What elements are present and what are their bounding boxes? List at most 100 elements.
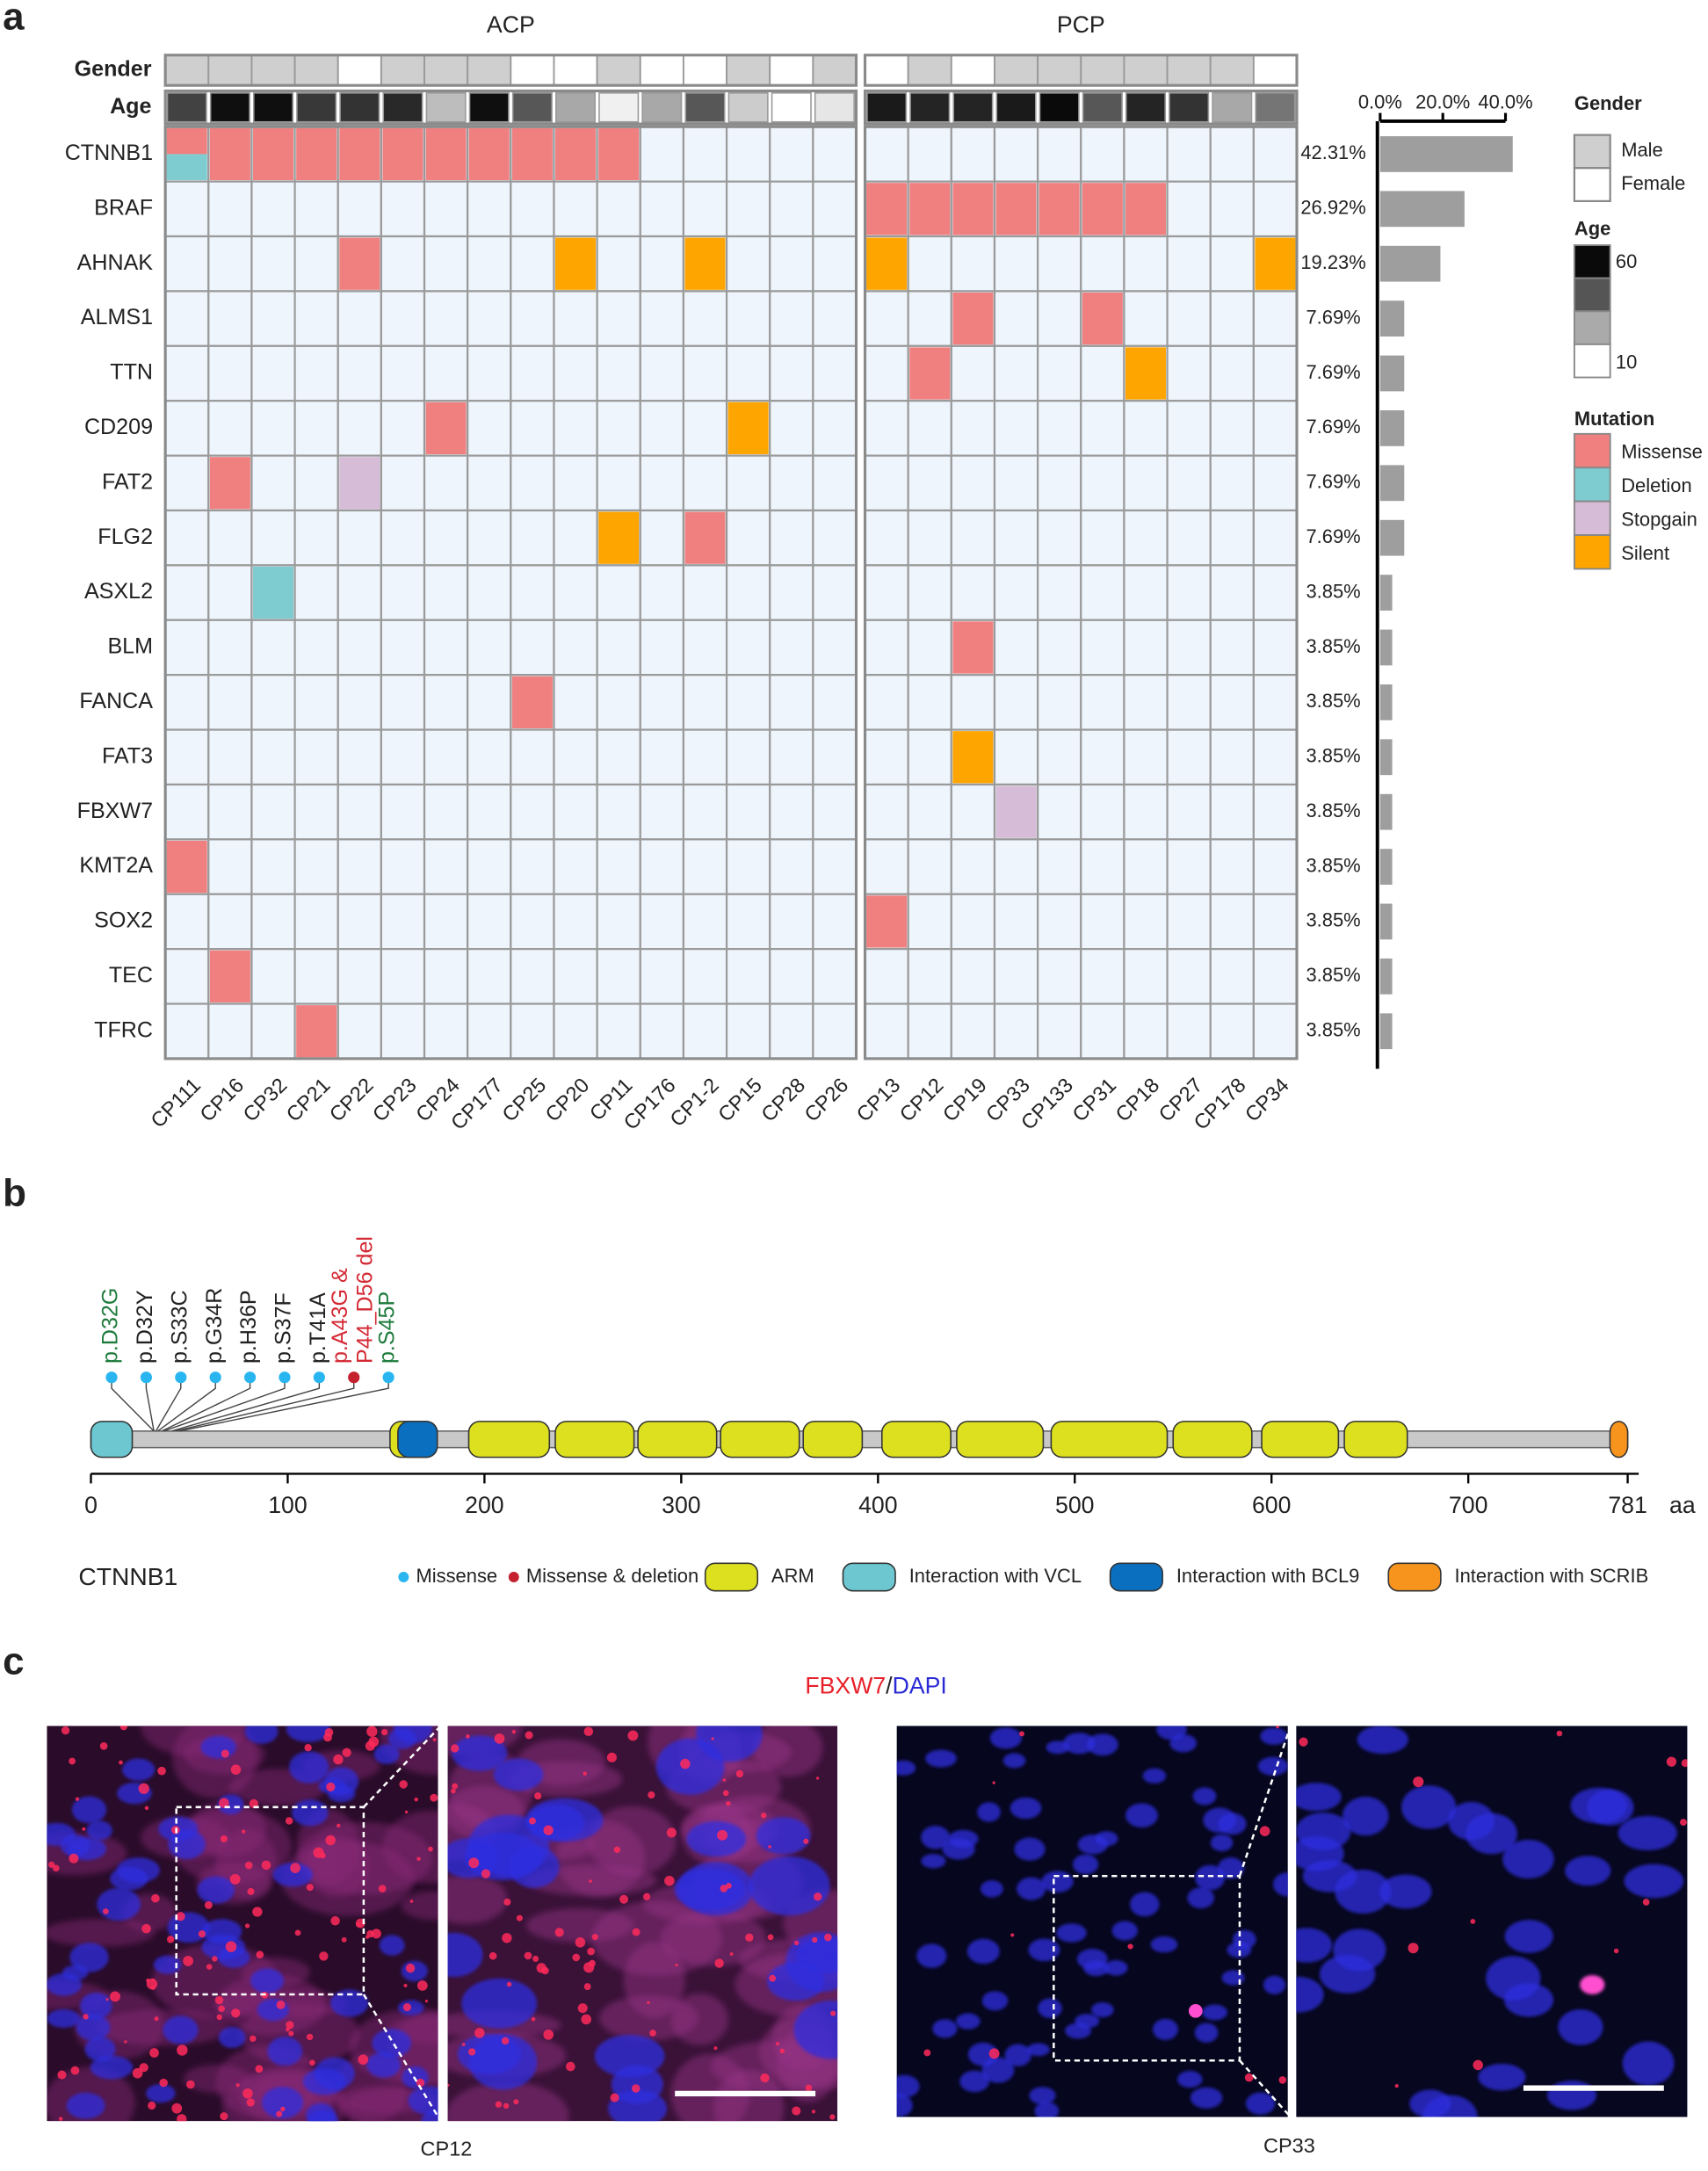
empty-cell (682, 180, 728, 238)
sample-label: CP15 (713, 1074, 766, 1126)
domain (397, 1421, 438, 1458)
panel-label: c (3, 1639, 24, 1683)
empty-cell (293, 290, 339, 347)
signal-dot (110, 1991, 120, 2002)
lollipop-dot (140, 1371, 152, 1384)
empty-cell (1166, 783, 1212, 841)
empty-cell (250, 619, 296, 677)
value-label: 3.85% (1306, 690, 1360, 712)
signal-dot (256, 1950, 264, 1959)
signal-dot (261, 1860, 271, 1871)
nucleus (1028, 1938, 1060, 1962)
mutation-cell (296, 127, 337, 181)
signal-dot (416, 1856, 421, 1862)
empty-cell (769, 783, 814, 841)
signal-dot (166, 1936, 175, 1943)
mutation-cell (866, 237, 908, 290)
empty-cell (467, 728, 512, 786)
empty-cell (467, 400, 512, 457)
signal-dot (1278, 2076, 1287, 2084)
nucleus (1202, 2004, 1228, 2021)
empty-cell (725, 1002, 771, 1060)
empty-cell (769, 948, 814, 1005)
empty-cell (380, 344, 426, 402)
signal-dot (432, 1738, 437, 1742)
empty-cell (423, 509, 469, 567)
empty-cell (1123, 509, 1169, 567)
sample-label: CP111 (146, 1074, 205, 1133)
signal-dot (53, 1864, 60, 1872)
empty-cell (596, 180, 641, 238)
gene-label: SOX2 (94, 908, 153, 933)
empty-cell (812, 290, 858, 347)
mutation-cell (1125, 347, 1167, 400)
legend-label: Missense & deletion (526, 1565, 698, 1587)
gender-cell (812, 54, 858, 87)
empty-cell (380, 948, 426, 1005)
mutation-label: p.A43G & (328, 1268, 352, 1364)
age-cell (1212, 92, 1253, 123)
nucleus (1046, 1740, 1069, 1755)
signal-dot (304, 1744, 312, 1752)
signal-dot (792, 2106, 801, 2116)
nucleus (1192, 1787, 1217, 1806)
empty-cell (812, 126, 858, 183)
group-border (863, 125, 1299, 1060)
bar (1379, 465, 1405, 502)
gender-cell (639, 54, 684, 87)
signal-dot (811, 2109, 816, 2114)
nucleus (674, 1868, 746, 1911)
nucleus (47, 2008, 81, 2028)
signal-dot (171, 2102, 183, 2114)
sample-label: CP26 (800, 1074, 852, 1126)
empty-cell (1209, 180, 1255, 238)
empty-cell (553, 180, 598, 238)
sample-label: CP19 (938, 1074, 991, 1126)
empty-cell (250, 893, 296, 951)
axis-unit: aa (1669, 1492, 1696, 1518)
caption: CP33 (1263, 2134, 1315, 2157)
empty-cell (164, 400, 210, 457)
signal-dot (403, 1983, 408, 1988)
empty-cell (293, 893, 339, 951)
age-cell (339, 92, 380, 123)
legend-label: Silent (1621, 542, 1669, 564)
signal-dot (760, 2073, 770, 2083)
empty-cell (639, 674, 685, 731)
empty-cell (1037, 948, 1082, 1005)
signal-dot (309, 2059, 315, 2066)
signal-dot (1299, 1737, 1308, 1747)
signal-dot (358, 2054, 369, 2065)
nucleus (461, 1978, 538, 2029)
empty-cell (207, 564, 253, 621)
age-cell (1125, 92, 1167, 123)
empty-cell (423, 454, 469, 512)
gender-cell (423, 54, 469, 87)
nucleus (1257, 1756, 1288, 1776)
empty-cell (682, 344, 728, 402)
empty-cell (1209, 400, 1255, 457)
nucleus (1217, 1857, 1245, 1879)
empty-cell (423, 674, 469, 731)
empty-cell (993, 838, 1039, 895)
empty-cell (467, 564, 512, 621)
track-label: Gender (75, 57, 152, 82)
nucleus (163, 2015, 199, 2044)
nucleus (1587, 1789, 1634, 1826)
nucleus (1029, 2087, 1056, 2105)
signal-dot (378, 1885, 387, 1892)
empty-cell (950, 344, 996, 402)
signal-dot (714, 1958, 724, 1968)
gender-cell (380, 54, 425, 87)
empty-cell (553, 674, 598, 731)
zoom-box (1053, 1874, 1241, 2062)
legend-label: Missense (416, 1565, 497, 1587)
value-label: 19.23% (1300, 251, 1365, 273)
empty-cell (1080, 564, 1125, 621)
group-border (863, 54, 1299, 87)
signal-dot (830, 2010, 836, 2016)
empty-cell (510, 783, 555, 841)
gender-cell (1037, 54, 1082, 87)
mutation-cell (425, 127, 467, 181)
